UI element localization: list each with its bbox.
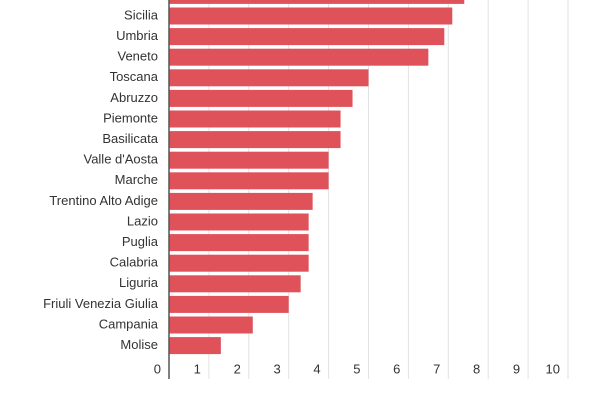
bar — [169, 0, 465, 4]
bar — [169, 254, 309, 272]
bar — [169, 234, 309, 252]
y-tick-label: Valle d'Aosta — [83, 152, 158, 167]
y-tick-label: Toscana — [110, 69, 159, 84]
y-tick-label: Trentino Alto Adige — [49, 193, 158, 208]
bar — [169, 295, 289, 313]
bar — [169, 151, 329, 169]
bar — [169, 110, 341, 128]
x-tick-label: 8 — [473, 361, 480, 376]
bar — [169, 69, 369, 87]
y-tick-label: Liguria — [119, 275, 159, 290]
y-tick-label: Calabria — [110, 255, 159, 270]
bar — [169, 7, 453, 25]
y-tick-label: Basilicata — [102, 131, 158, 146]
bar — [169, 316, 253, 334]
x-tick-label: 10 — [546, 361, 560, 376]
y-tick-label: Lazio — [127, 213, 158, 228]
y-tick-label: Sicilia — [124, 7, 159, 22]
y-tick-label: Molise — [120, 337, 158, 352]
bar — [169, 275, 301, 293]
y-tick-label: Piemonte — [103, 110, 158, 125]
bar — [169, 131, 341, 149]
bar — [169, 28, 445, 46]
x-tick-label: 7 — [433, 361, 440, 376]
y-tick-label: Marche — [115, 172, 158, 187]
bar — [169, 213, 309, 231]
x-tick-label: 6 — [393, 361, 400, 376]
y-tick-label: Veneto — [118, 49, 159, 64]
y-tick-label: Friuli Venezia Giulia — [43, 296, 159, 311]
bar — [169, 192, 313, 210]
bar — [169, 89, 353, 107]
bar — [169, 172, 329, 190]
bar — [169, 48, 429, 66]
y-tick-label: Abruzzo — [110, 90, 158, 105]
x-tick-label: 3 — [273, 361, 280, 376]
x-tick-label: 9 — [513, 361, 520, 376]
y-tick-label: Campania — [99, 316, 159, 331]
y-tick-label: Puglia — [122, 234, 159, 249]
x-tick-label: 2 — [234, 361, 241, 376]
x-tick-label: 5 — [353, 361, 360, 376]
bar — [169, 337, 221, 355]
x-tick-label: 4 — [313, 361, 320, 376]
x-tick-label: 1 — [194, 361, 201, 376]
y-tick-label: Umbria — [116, 28, 159, 43]
x-tick-label: 0 — [154, 361, 161, 376]
